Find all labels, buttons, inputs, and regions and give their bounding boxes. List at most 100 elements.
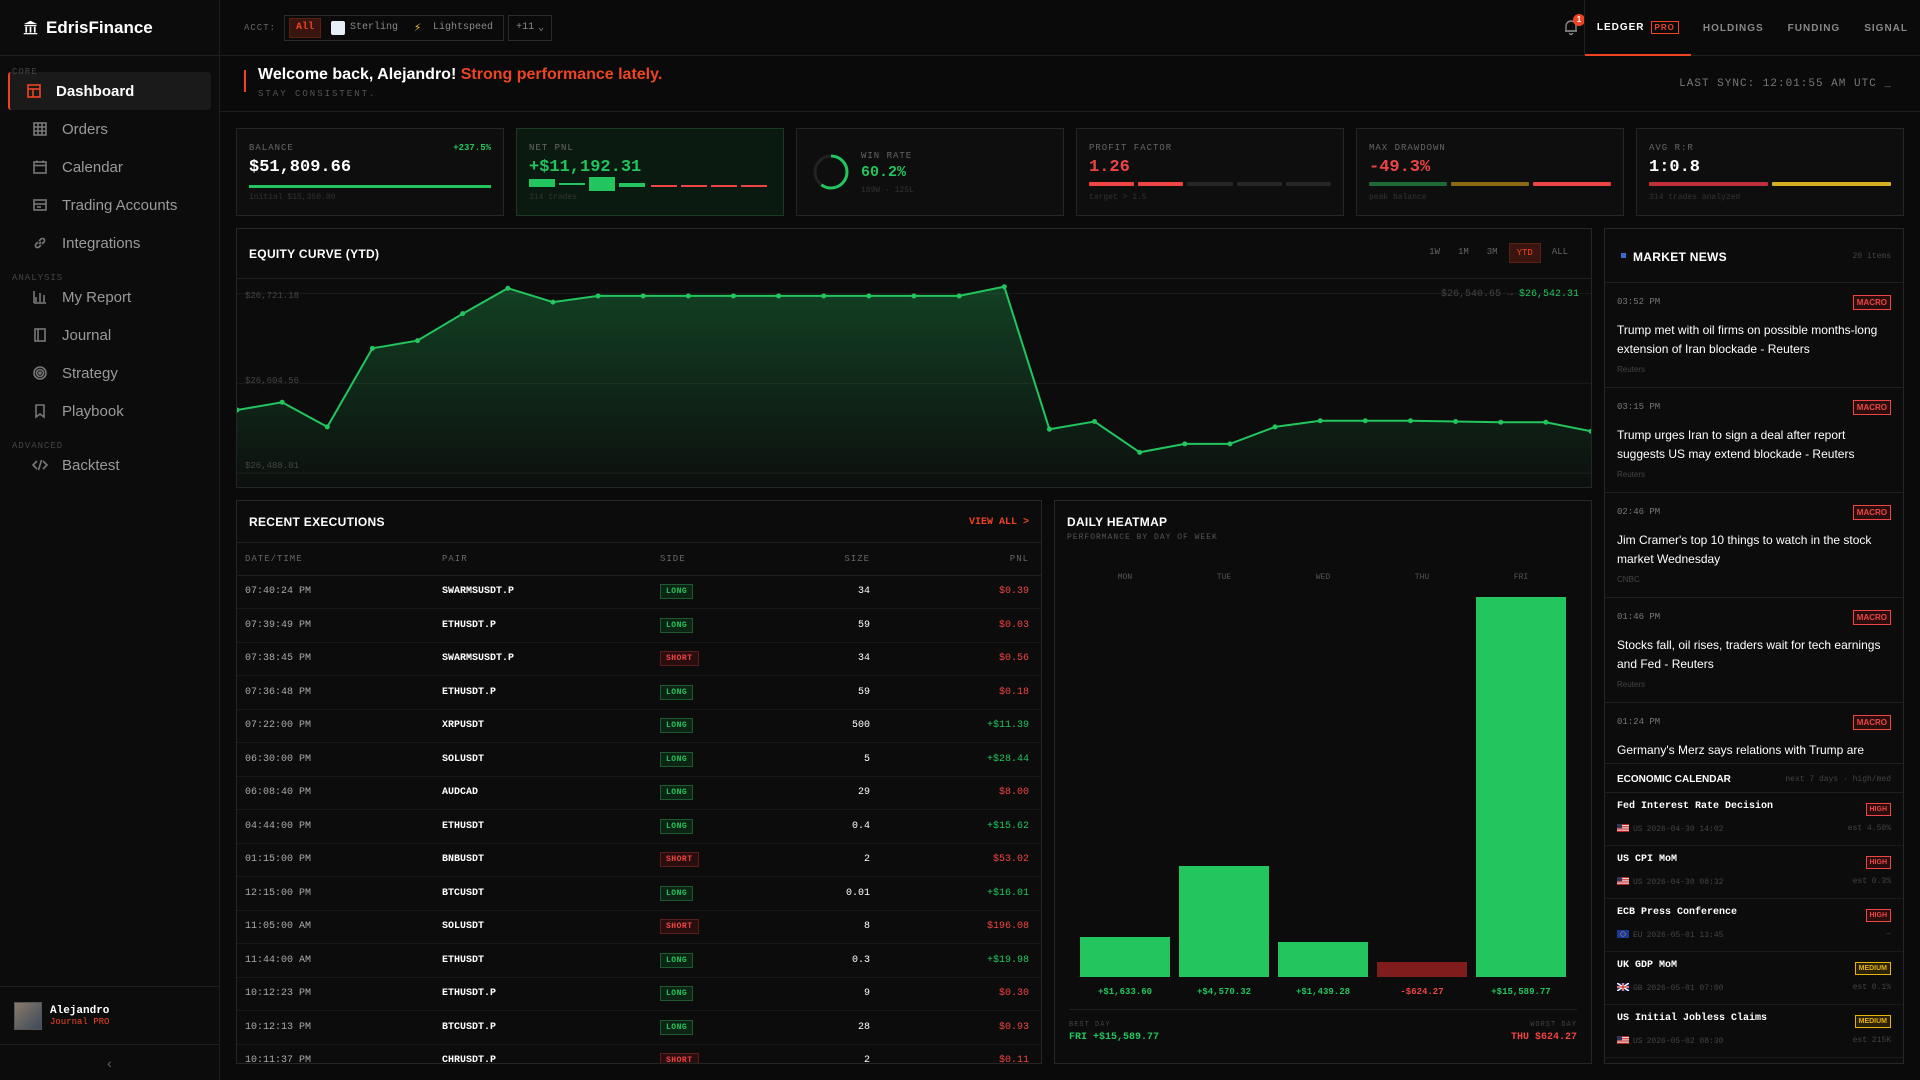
account-sterling-button[interactable]: Sterling <box>325 18 404 38</box>
equity-point[interactable] <box>821 293 827 299</box>
news-item[interactable]: 02:46 PM MACRO Jim Cramer's top 10 things … <box>1605 493 1903 598</box>
range-3m-button[interactable]: 3M <box>1486 247 1498 257</box>
table-row[interactable]: 06:30:00 PM SOLUSDT LONG 5 +$28.44 <box>237 742 1041 777</box>
equity-point[interactable] <box>1543 419 1549 425</box>
stat-card-max-drawdown[interactable]: MAX DRAWDOWN -49.3% peak balance <box>1356 128 1624 216</box>
column-header[interactable]: PAIR <box>442 543 660 576</box>
equity-point[interactable] <box>911 293 917 299</box>
range-1m-button[interactable]: 1M <box>1457 247 1469 257</box>
column-header[interactable]: DATE/TIME <box>237 543 442 576</box>
heatmap-bar[interactable] <box>1278 941 1368 977</box>
heatmap-bar[interactable] <box>1377 961 1467 977</box>
table-row[interactable]: 11:05:00 AM SOLUSDT SHORT 8 $196.08 <box>237 910 1041 944</box>
tab-holdings[interactable]: HOLDINGS <box>1691 0 1776 56</box>
news-headline[interactable]: Stocks fall, oil rises, traders wait for… <box>1617 638 1881 671</box>
tab-signal[interactable]: SIGNAL <box>1852 0 1920 56</box>
column-header[interactable]: PNL <box>870 543 1041 576</box>
stat-card-avg-rr[interactable]: AVG R:R 1:0.8 314 trades analyzed <box>1636 128 1904 216</box>
equity-point[interactable] <box>1092 419 1098 425</box>
sidebar-item-strategy[interactable]: Strategy <box>8 354 211 392</box>
equity-point[interactable] <box>730 293 736 299</box>
equity-point[interactable] <box>1588 428 1592 434</box>
equity-point[interactable] <box>1046 426 1052 432</box>
news-item[interactable]: 01:46 PM MACRO Stocks fall, oil rises, tra… <box>1605 598 1903 703</box>
news-item[interactable]: 03:15 PM MACRO Trump urges Iran to sign a … <box>1605 388 1903 493</box>
equity-point[interactable] <box>505 285 511 291</box>
heatmap-bar[interactable] <box>1476 597 1566 977</box>
equity-point[interactable] <box>369 345 375 351</box>
heatmap-bar[interactable] <box>1179 865 1269 977</box>
table-row[interactable]: 10:11:37 PM CHRUSDT.P SHORT 2 $0.11 <box>237 1044 1041 1063</box>
equity-point[interactable] <box>866 293 872 299</box>
equity-point[interactable] <box>1182 441 1188 447</box>
equity-point[interactable] <box>595 293 601 299</box>
tab-ledger[interactable]: LEDGER PRO <box>1584 0 1691 56</box>
equity-point[interactable] <box>324 424 330 430</box>
calendar-event[interactable]: ECB Press Conference HIGH EU 2026-05-01 13:… <box>1605 899 1903 952</box>
news-headline[interactable]: Jim Cramer's top 10 things to watch in t… <box>1617 533 1872 566</box>
equity-point[interactable] <box>1362 418 1368 424</box>
table-row[interactable]: 10:12:13 PM BTCUSDT.P LONG 28 $0.93 <box>237 1010 1041 1045</box>
news-headline[interactable]: Trump urges Iran to sign a deal after re… <box>1617 428 1855 461</box>
range-ytd-button[interactable]: YTD <box>1508 243 1541 263</box>
stat-card-profit-factor[interactable]: PROFIT FACTOR 1.26 target > 1.5 <box>1076 128 1344 216</box>
equity-point[interactable] <box>685 293 691 299</box>
stat-card-balance[interactable]: BALANCE +237.5% $51,809.66 initial $15,3… <box>236 128 504 216</box>
table-row[interactable]: 07:39:49 PM ETHUSDT.P LONG 59 $0.03 <box>237 608 1041 643</box>
table-row[interactable]: 01:15:00 PM BNBUSDT SHORT 2 $53.02 <box>237 843 1041 877</box>
table-row[interactable]: 10:12:23 PM ETHUSDT.P LONG 9 $0.30 <box>237 977 1041 1011</box>
equity-point[interactable] <box>279 399 285 405</box>
calendar-event[interactable]: UK GDP MoM MEDIUM GB 2026-05-01 07:00 est 0.… <box>1605 952 1903 1005</box>
equity-point[interactable] <box>1272 424 1278 430</box>
sidebar-item-integrations[interactable]: Integrations <box>8 224 211 262</box>
collapse-sidebar-button[interactable]: ‹ <box>0 1044 219 1080</box>
brand-logo[interactable]: EdrisFinance <box>0 0 219 56</box>
equity-point[interactable] <box>1001 284 1007 290</box>
sidebar-item-backtest[interactable]: Backtest <box>8 446 211 484</box>
user-profile[interactable]: Alejandro Journal PRO <box>0 986 219 1044</box>
news-headline[interactable]: Germany's Merz says relations with Trump… <box>1617 743 1865 757</box>
heatmap-bar[interactable] <box>1080 937 1170 977</box>
table-row[interactable]: 12:15:00 PM BTCUSDT LONG 0.01 +$16.01 <box>237 876 1041 911</box>
account-all-button[interactable]: All <box>289 17 322 38</box>
equity-point[interactable] <box>237 407 240 413</box>
sidebar-item-journal[interactable]: Journal <box>8 316 211 354</box>
table-row[interactable]: 07:36:48 PM ETHUSDT.P LONG 59 $0.18 <box>237 675 1041 710</box>
table-row[interactable]: 06:08:40 PM AUDCAD LONG 29 $8.00 <box>237 776 1041 810</box>
table-row[interactable]: 07:22:00 PM XRPUSDT LONG 500 +$11.39 <box>237 709 1041 743</box>
stat-card-win-rate[interactable]: WIN RATE 60.2% 189W · 125L <box>796 128 1064 216</box>
news-item[interactable]: 01:24 PM MACRO Germany's Merz says relatio… <box>1605 703 1903 763</box>
more-accounts-dropdown[interactable]: +11 ⌄ <box>508 14 553 41</box>
news-item[interactable]: 03:52 PM MACRO Trump met with oil firms on… <box>1605 283 1903 388</box>
equity-point[interactable] <box>460 311 466 317</box>
table-row[interactable]: 07:38:45 PM SWARMSUSDT.P SHORT 34 $0.56 <box>237 642 1041 676</box>
stat-card-net-pnl[interactable]: NET PNL +$11,192.31 314 trades <box>516 128 784 216</box>
calendar-event[interactable]: US CPI MoM HIGH US 2026-04-30 08:32 est 0.3% <box>1605 846 1903 899</box>
sidebar-item-dashboard[interactable]: Dashboard <box>8 72 211 110</box>
sidebar-item-trading-accounts[interactable]: Trading Accounts <box>8 186 211 224</box>
table-row[interactable]: 11:44:00 AM ETHUSDT LONG 0.3 +$19.98 <box>237 943 1041 978</box>
table-row[interactable]: 07:40:24 PM SWARMSUSDT.P LONG 34 $0.39 <box>237 575 1041 609</box>
column-header[interactable]: SIZE <box>780 543 870 576</box>
equity-chart[interactable] <box>237 279 1591 487</box>
equity-point[interactable] <box>550 299 556 305</box>
range-1w-button[interactable]: 1W <box>1429 247 1440 257</box>
equity-point[interactable] <box>415 338 421 344</box>
notifications-button[interactable]: 1 <box>1562 14 1585 36</box>
tab-funding[interactable]: FUNDING <box>1776 0 1853 56</box>
equity-point[interactable] <box>1407 418 1413 424</box>
equity-point[interactable] <box>956 293 962 299</box>
sidebar-item-calendar[interactable]: Calendar <box>8 148 211 186</box>
table-row[interactable]: 04:44:00 PM ETHUSDT LONG 0.4 +$15.62 <box>237 809 1041 844</box>
equity-point[interactable] <box>1137 449 1143 455</box>
view-all-link[interactable]: VIEW ALL > <box>968 517 1029 528</box>
sidebar-item-playbook[interactable]: Playbook <box>8 392 211 430</box>
equity-point[interactable] <box>1227 441 1233 447</box>
equity-point[interactable] <box>1453 419 1459 425</box>
news-headline[interactable]: Trump met with oil firms on possible mon… <box>1617 323 1878 356</box>
equity-point[interactable] <box>1317 418 1323 424</box>
column-header[interactable]: SIDE <box>660 543 780 576</box>
equity-point[interactable] <box>776 293 782 299</box>
calendar-event[interactable]: US Initial Jobless Claims MEDIUM US 2026-05… <box>1605 1005 1903 1058</box>
sidebar-item-my-report[interactable]: My Report <box>8 278 211 316</box>
